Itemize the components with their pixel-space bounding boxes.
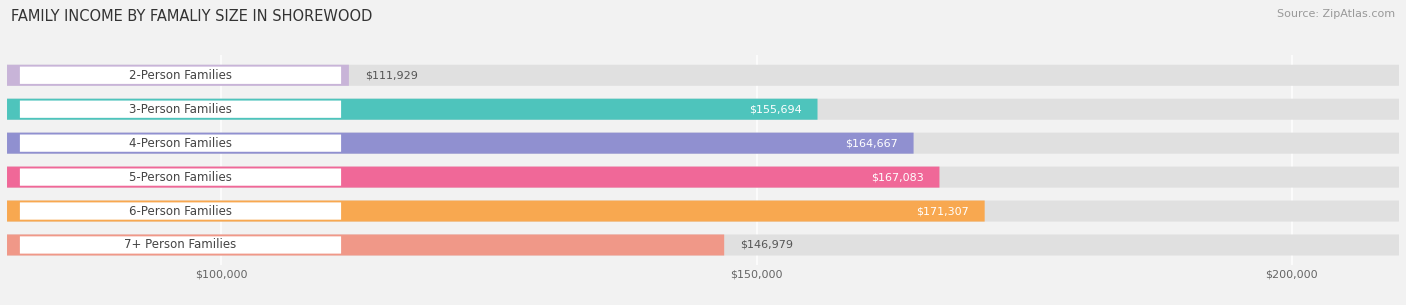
FancyBboxPatch shape [7, 235, 724, 256]
FancyBboxPatch shape [7, 167, 939, 188]
Text: $167,083: $167,083 [870, 172, 924, 182]
FancyBboxPatch shape [7, 235, 1399, 256]
Text: $164,667: $164,667 [845, 138, 897, 148]
Text: $171,307: $171,307 [915, 206, 969, 216]
FancyBboxPatch shape [7, 99, 1399, 120]
Text: Source: ZipAtlas.com: Source: ZipAtlas.com [1277, 9, 1395, 19]
FancyBboxPatch shape [20, 203, 342, 220]
Text: 6-Person Families: 6-Person Families [129, 205, 232, 217]
FancyBboxPatch shape [7, 65, 1399, 86]
FancyBboxPatch shape [7, 133, 1399, 154]
Text: $111,929: $111,929 [366, 70, 418, 80]
FancyBboxPatch shape [7, 200, 984, 221]
FancyBboxPatch shape [20, 101, 342, 118]
Text: 2-Person Families: 2-Person Families [129, 69, 232, 82]
FancyBboxPatch shape [20, 236, 342, 254]
FancyBboxPatch shape [20, 168, 342, 186]
Text: FAMILY INCOME BY FAMALIY SIZE IN SHOREWOOD: FAMILY INCOME BY FAMALIY SIZE IN SHOREWO… [11, 9, 373, 24]
FancyBboxPatch shape [7, 167, 1399, 188]
Text: $146,979: $146,979 [740, 240, 793, 250]
FancyBboxPatch shape [20, 135, 342, 152]
FancyBboxPatch shape [20, 66, 342, 84]
Text: 4-Person Families: 4-Person Families [129, 137, 232, 150]
FancyBboxPatch shape [7, 200, 1399, 221]
FancyBboxPatch shape [7, 65, 349, 86]
Text: $155,694: $155,694 [748, 104, 801, 114]
Text: 3-Person Families: 3-Person Families [129, 103, 232, 116]
Text: 7+ Person Families: 7+ Person Families [124, 239, 236, 252]
FancyBboxPatch shape [7, 99, 817, 120]
Text: 5-Person Families: 5-Person Families [129, 170, 232, 184]
FancyBboxPatch shape [7, 133, 914, 154]
